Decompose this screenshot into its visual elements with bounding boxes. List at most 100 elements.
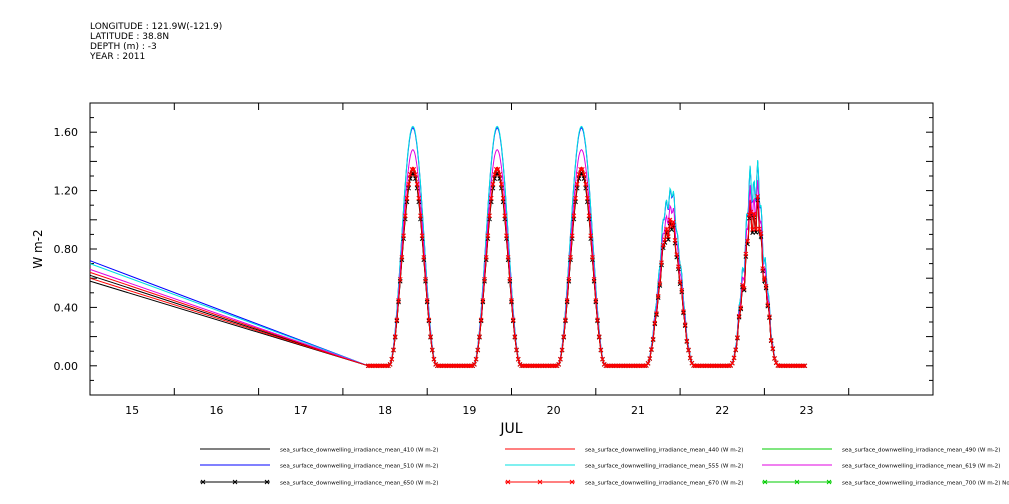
x-tick-label: 19	[462, 404, 476, 417]
series-marker-7	[735, 335, 740, 340]
series-marker-7	[472, 361, 477, 367]
series-marker-7	[765, 302, 771, 308]
series-marker-7	[504, 233, 509, 239]
series-marker-7	[500, 195, 506, 201]
series-marker-7	[667, 217, 673, 223]
series-marker-7	[488, 195, 494, 201]
series-marker-7	[760, 266, 766, 271]
series-marker-7	[741, 286, 747, 291]
series-marker-7	[485, 233, 491, 239]
series-marker-7	[421, 255, 427, 260]
series-marker-7	[600, 356, 605, 362]
series-marker-7	[407, 172, 413, 177]
series-marker-7	[391, 347, 396, 353]
series-marker-7	[669, 224, 675, 229]
series-marker-7	[468, 363, 474, 369]
x-axis-label: JUL	[499, 421, 522, 437]
latitude-label: LATITUDE : 38.8N	[90, 32, 170, 42]
series-marker-7	[672, 238, 678, 243]
series-marker-7	[563, 317, 568, 323]
series-line-7	[89, 168, 806, 367]
series-marker-7	[772, 355, 777, 361]
series-marker-7	[487, 213, 492, 219]
series-marker-7	[392, 334, 398, 339]
series-marker-7	[596, 334, 602, 339]
series-marker-7	[556, 361, 562, 367]
legend-label: sea_surface_downwelling_irradiance_mean_…	[842, 481, 1009, 487]
series-marker-7	[768, 337, 774, 343]
series-marker-7	[576, 172, 582, 177]
series-marker-7	[743, 251, 749, 257]
legend-marker	[537, 479, 543, 485]
series-marker-7	[647, 356, 653, 361]
series-marker-7	[756, 226, 762, 232]
series-marker-7	[679, 288, 685, 293]
series-marker-7	[585, 195, 590, 201]
series-marker-7	[687, 355, 693, 361]
series-marker-7	[426, 317, 432, 323]
series-marker-7	[401, 233, 406, 239]
series-marker-6	[490, 185, 496, 191]
legend-marker	[264, 479, 270, 485]
series-marker-7	[502, 213, 508, 219]
series-marker-7	[564, 298, 570, 303]
x-tick-label: 20	[547, 404, 561, 417]
series-marker-7	[558, 356, 563, 362]
legend-label: sea_surface_downwelling_irradiance_mean_…	[280, 464, 438, 470]
series-marker-7	[686, 347, 691, 353]
series-marker-7	[738, 305, 744, 311]
series-marker-7	[497, 172, 503, 177]
series-marker-7	[493, 166, 499, 172]
series-marker-6	[499, 185, 504, 191]
series-marker-7	[473, 356, 479, 362]
legend-label: sea_surface_downwelling_irradiance_mean_…	[585, 464, 743, 470]
series-marker-7	[740, 282, 745, 288]
series-marker-7	[561, 334, 567, 339]
series-marker-7	[676, 264, 681, 270]
series-marker-7	[507, 276, 513, 282]
series-marker-7	[389, 356, 395, 362]
series-marker-7	[406, 181, 412, 187]
x-tick-label: 22	[715, 404, 729, 417]
series-marker-7	[512, 334, 518, 339]
series-marker-7	[664, 226, 669, 232]
series-marker-7	[559, 347, 565, 353]
legend-marker	[505, 479, 511, 485]
series-marker-7	[654, 311, 659, 316]
legend-label: sea_surface_downwelling_irradiance_mean_…	[280, 448, 438, 454]
series-marker-7	[414, 181, 420, 187]
series-layer	[89, 125, 808, 369]
series-marker-7	[671, 219, 676, 225]
series-marker-7	[583, 181, 589, 187]
series-marker-7	[763, 283, 769, 289]
depth-label: DEPTH (m) : -3	[90, 42, 157, 52]
series-marker-7	[568, 255, 573, 260]
x-tick-label: 17	[294, 404, 308, 417]
series-marker-7	[770, 346, 776, 351]
series-marker-7	[682, 322, 688, 328]
series-marker-7	[657, 281, 663, 287]
series-marker-7	[424, 298, 430, 303]
metadata-block: LONGITUDE : 121.9W(-121.9) LATITUDE : 38…	[90, 22, 222, 62]
legend-label: sea_surface_downwelling_irradiance_mean_…	[842, 464, 1000, 470]
series-marker-7	[428, 334, 433, 339]
series-marker-7	[659, 260, 664, 266]
series-marker-7	[736, 313, 742, 319]
x-tick-label: 23	[800, 404, 814, 417]
series-marker-7	[482, 276, 487, 282]
series-marker-7	[569, 233, 575, 239]
legend-label: sea_surface_downwelling_irradiance_mean_…	[585, 448, 743, 454]
series-marker-7	[748, 209, 754, 215]
series-marker-7	[751, 211, 757, 217]
series-marker-7	[681, 309, 686, 314]
series-marker-7	[399, 255, 405, 260]
series-line-6	[89, 172, 806, 367]
series-marker-6	[414, 185, 420, 191]
series-marker-7	[510, 317, 516, 323]
series-marker-7	[423, 276, 428, 282]
legend-label: sea_surface_downwelling_irradiance_mean_…	[585, 481, 743, 487]
x-tick-label: 16	[209, 404, 223, 417]
series-marker-7	[642, 363, 648, 369]
series-marker-7	[731, 355, 737, 361]
series-marker-7	[591, 276, 597, 282]
